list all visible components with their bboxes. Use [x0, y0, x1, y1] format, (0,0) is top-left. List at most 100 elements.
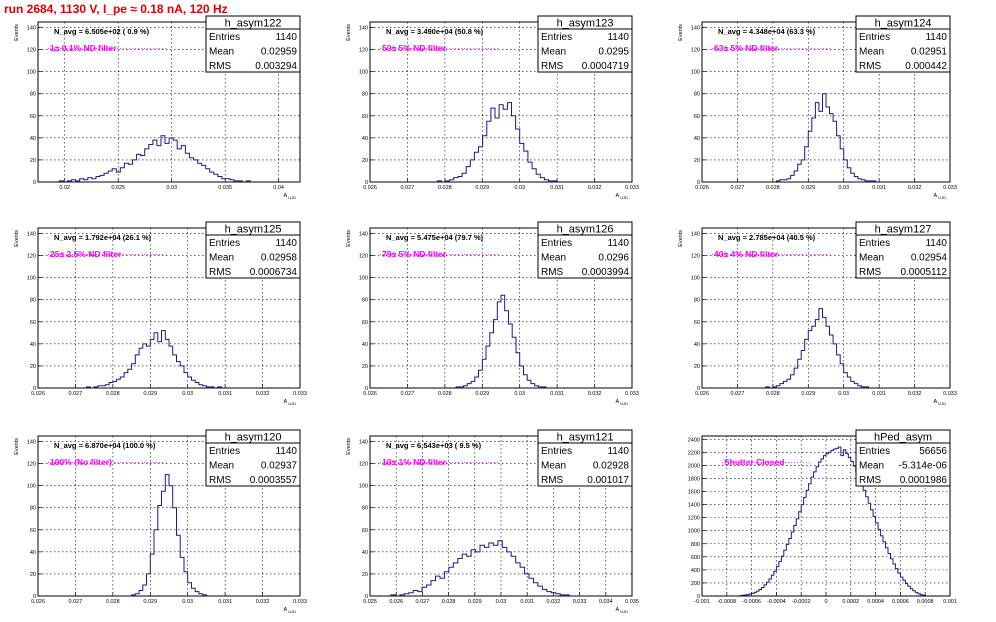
x-tick-label: 0.031	[550, 185, 564, 191]
stats-value-mean: 0.02959	[261, 47, 298, 58]
x-tick-label: 0.0004	[867, 599, 884, 605]
navg-label: N_avg = 6.870e+04 (100.0 %)	[54, 441, 156, 450]
y-tick-label: 800	[691, 542, 700, 548]
y-tick-label: 0	[697, 386, 700, 392]
y-tick-label: 140	[27, 26, 36, 32]
x-tick-label: 0.031	[218, 391, 232, 397]
y-axis-label: Events	[346, 24, 352, 41]
y-tick-label: 100	[27, 70, 36, 76]
y-axis-label: Events	[346, 438, 352, 455]
x-tick-label: -0.0006	[742, 599, 761, 605]
x-tick-label: 0.029	[801, 185, 815, 191]
x-tick-label: 0.027	[401, 391, 415, 397]
x-tick-label: 0.027	[69, 599, 83, 605]
stats-label-rms: RMS	[541, 61, 564, 72]
histogram-line	[436, 102, 558, 183]
y-tick-label: 2400	[688, 437, 700, 443]
y-tick-label: 1600	[688, 490, 700, 496]
stats-value-entries: 1140	[275, 446, 297, 457]
y-tick-label: 80	[30, 92, 36, 98]
y-tick-label: 40	[30, 342, 36, 348]
stats-value-rms: 0.000442	[905, 61, 947, 72]
y-tick-label: 120	[691, 254, 700, 260]
stats-label-mean: Mean	[209, 47, 234, 58]
x-tick-label: 0.035	[218, 185, 232, 191]
y-tick-label: 60	[362, 528, 368, 534]
x-tick-label: 0.033	[293, 599, 307, 605]
histogram-line	[86, 330, 222, 389]
y-tick-label: 20	[694, 158, 700, 164]
y-tick-label: 0	[365, 386, 368, 392]
y-tick-label: 2000	[688, 463, 700, 469]
histogram-panel-h_asym126: 0.026 0.027 0.028 0.029 0.03 0.031 0.032 0.033 0…	[346, 221, 639, 406]
stats-value-mean: 0.02951	[911, 47, 948, 58]
stats-label-entries: Entries	[541, 446, 572, 457]
y-tick-label: 20	[362, 158, 368, 164]
histogram-line	[765, 308, 869, 389]
histogram-panel-h_asym123: 0.026 0.027 0.028 0.029 0.03 0.031 0.032 0.033 0…	[346, 15, 639, 200]
stats-label-rms: RMS	[209, 267, 232, 278]
filter-label: 1± 0.1% ND filter	[50, 43, 117, 53]
stats-box-title: h_asym123	[557, 18, 614, 30]
stats-value-entries: 1140	[925, 32, 947, 43]
y-tick-label: 100	[359, 276, 368, 282]
x-tick-label: 0.02	[59, 185, 70, 191]
x-tick-label: 0.033	[943, 185, 957, 191]
stats-box-title: h_asym121	[557, 432, 614, 444]
x-tick-label: 0.033	[625, 391, 639, 397]
x-tick-label: 0.029	[475, 185, 489, 191]
stats-value-rms: 0.0003557	[250, 475, 298, 486]
navg-label: N_avg = 5.475e+04 (79.7 %)	[386, 233, 484, 242]
y-tick-label: 60	[694, 114, 700, 120]
x-tick-label: 0.032	[256, 599, 270, 605]
y-tick-label: 140	[27, 232, 36, 238]
x-tick-label: 0.031	[520, 599, 534, 605]
x-tick-label: -0.0004	[767, 599, 786, 605]
stats-box-title: h_asym124	[875, 18, 932, 30]
x-tick-label: 0.031	[872, 185, 886, 191]
x-tick-label: 0.035	[625, 599, 639, 605]
x-axis-label: A UJD	[283, 399, 296, 406]
stats-label-entries: Entries	[859, 238, 890, 249]
y-tick-label: 0	[33, 180, 36, 186]
histogram-line	[455, 294, 547, 388]
y-tick-label: 20	[30, 572, 36, 578]
x-tick-label: 0.032	[256, 391, 270, 397]
stats-value-rms: 0.0004719	[582, 61, 630, 72]
histogram-panel-h_asym127: 0.026 0.027 0.028 0.029 0.03 0.031 0.032 0.033 0…	[678, 221, 957, 406]
plot-frame	[37, 435, 301, 597]
stats-box	[855, 429, 951, 487]
y-tick-label: 40	[362, 550, 368, 556]
y-tick-label: 80	[362, 92, 368, 98]
y-tick-label: 60	[362, 114, 368, 120]
stats-value-mean: 0.0295	[598, 47, 629, 58]
x-tick-label: -0.001	[694, 599, 710, 605]
x-tick-label: 0	[824, 599, 827, 605]
x-tick-label: 0.026	[31, 599, 45, 605]
x-tick-label: 0.027	[401, 185, 415, 191]
x-tick-label: 0.026	[695, 185, 709, 191]
y-tick-label: 140	[27, 440, 36, 446]
y-tick-label: 1800	[688, 476, 700, 482]
stats-value-rms: 0.0003994	[582, 267, 630, 278]
x-tick-label: 0.029	[143, 599, 157, 605]
navg-label: N_avg = 6.543e+03 ( 9.5 %)	[386, 441, 482, 450]
x-tick-label: 0.031	[218, 599, 232, 605]
stats-value-mean: 0.0296	[598, 253, 629, 264]
stats-label-rms: RMS	[209, 475, 232, 486]
x-tick-label: 0.027	[731, 185, 745, 191]
stats-label-mean: Mean	[541, 461, 566, 472]
x-tick-label: 0.04	[273, 185, 284, 191]
x-tick-label: 0.028	[766, 391, 780, 397]
filter-label: 79± 5% ND filter	[382, 249, 447, 259]
x-tick-label: 0.028	[106, 599, 120, 605]
x-tick-label: 0.03	[838, 391, 849, 397]
histogram-line	[390, 540, 570, 597]
y-tick-label: 100	[691, 276, 700, 282]
stats-label-mean: Mean	[859, 47, 884, 58]
stats-value-mean: -5.314e-06	[899, 461, 948, 472]
stats-value-mean: 0.02928	[593, 461, 630, 472]
navg-label: N_avg = 3.490e+04 (50.8 %)	[386, 27, 484, 36]
stats-value-entries: 1140	[607, 238, 629, 249]
